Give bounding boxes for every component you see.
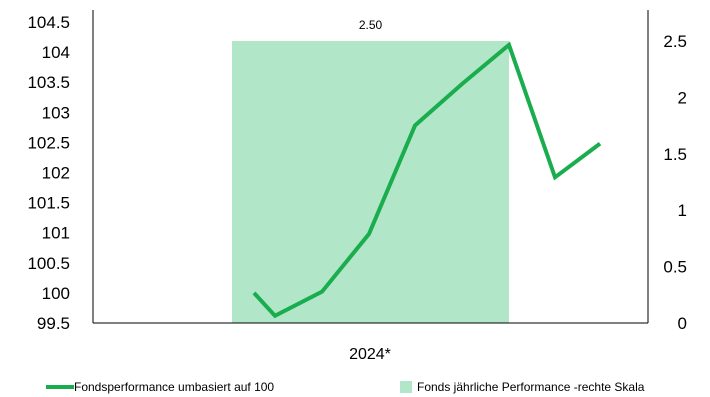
- right-tick-label: 2: [678, 88, 687, 107]
- right-tick-label: 0.5: [663, 258, 687, 277]
- x-category-label: 2024*: [349, 346, 391, 363]
- left-tick-label: 103: [42, 103, 70, 122]
- left-tick-label: 102: [42, 164, 70, 183]
- left-tick-label: 100.5: [27, 254, 70, 273]
- right-tick-label: 1: [678, 201, 687, 220]
- left-tick-label: 104: [42, 43, 70, 62]
- right-tick-label: 2.5: [663, 32, 687, 51]
- legend-line-label: Fondsperformance umbasiert auf 100: [74, 380, 274, 394]
- legend-bar-swatch: [400, 381, 412, 393]
- left-tick-label: 100: [42, 284, 70, 303]
- left-tick-label: 99.5: [37, 314, 70, 333]
- left-tick-label: 101: [42, 224, 70, 243]
- right-tick-label: 0: [678, 314, 687, 333]
- left-tick-label: 101.5: [27, 194, 70, 213]
- bar-layer: 2.50: [232, 18, 509, 323]
- left-tick-label: 102.5: [27, 133, 70, 152]
- bar-data-label: 2.50: [359, 18, 383, 32]
- right-axis-ticks: 2.5 2 1.5 1 0.5 0: [663, 32, 687, 333]
- bar-2024: [232, 41, 509, 323]
- legend-bar-label: Fonds jährliche Performance -rechte Skal…: [417, 380, 645, 394]
- line-layer: [252, 41, 602, 319]
- legend: Fondsperformance umbasiert auf 100 Fonds…: [46, 380, 645, 394]
- left-axis-ticks: 104.5 104 103.5 103 102.5 102 101.5 101 100.5 100…: [27, 13, 70, 333]
- right-tick-label: 1.5: [663, 145, 687, 164]
- left-tick-label: 104.5: [27, 13, 70, 32]
- left-tick-label: 103.5: [27, 73, 70, 92]
